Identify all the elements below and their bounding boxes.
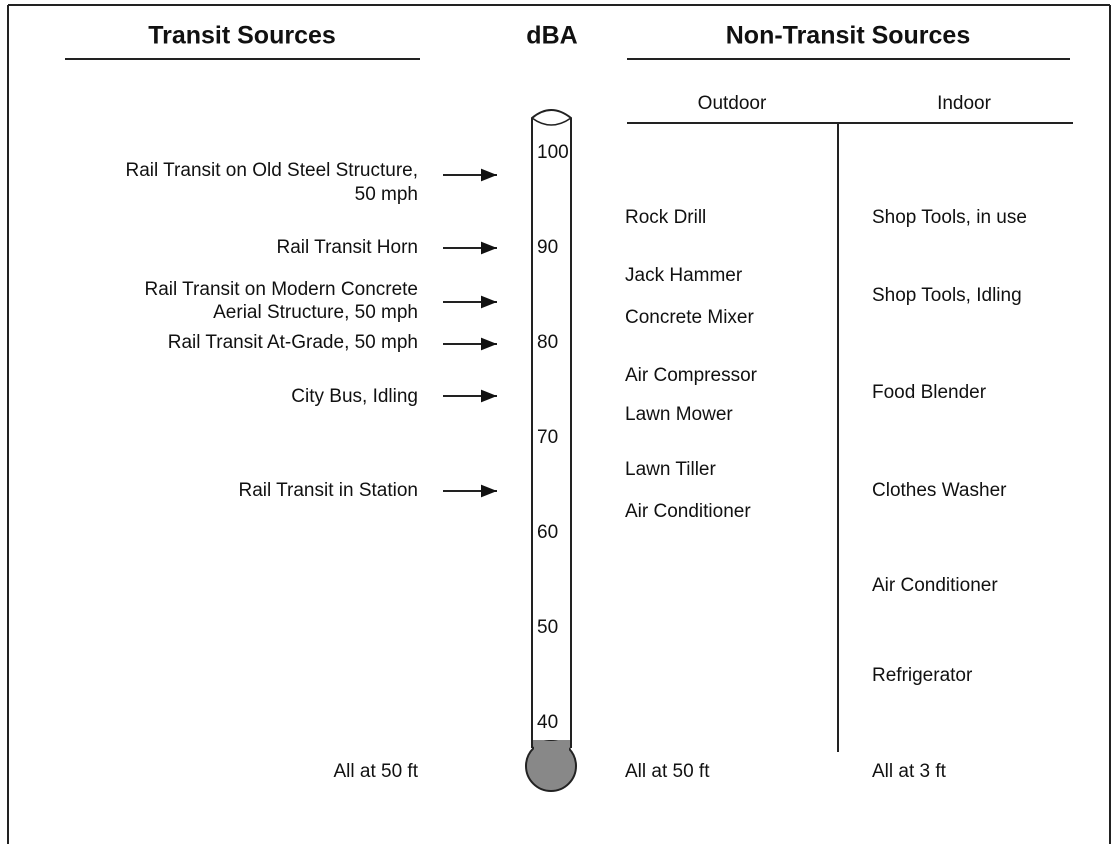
scale-label: 50 xyxy=(537,617,558,638)
indoor-source: Shop Tools, in use xyxy=(872,207,1027,228)
header-indoor: Indoor xyxy=(937,93,992,114)
indoor-source: Clothes Washer xyxy=(872,480,1007,501)
transit-source: 50 mph xyxy=(355,184,418,205)
scale-label: 70 xyxy=(537,427,558,448)
scale-label: 90 xyxy=(537,237,558,258)
header-outdoor: Outdoor xyxy=(698,93,767,114)
thermometer-top xyxy=(531,117,572,126)
header-non-transit: Non-Transit Sources xyxy=(726,22,971,50)
transit-source: Aerial Structure, 50 mph xyxy=(213,302,418,323)
outdoor-source: Lawn Tiller xyxy=(625,459,716,480)
indoor-source: Shop Tools, Idling xyxy=(872,285,1022,306)
indoor-source: Air Conditioner xyxy=(872,575,998,596)
transit-source: City Bus, Idling xyxy=(291,386,418,407)
scale-label: 40 xyxy=(537,712,558,733)
scale-label: 80 xyxy=(537,332,558,353)
transit-source: Rail Transit At-Grade, 50 mph xyxy=(168,332,418,353)
header-transit: Transit Sources xyxy=(148,22,336,50)
header-unit: dBA xyxy=(526,22,577,50)
footer-transit: All at 50 ft xyxy=(334,761,419,782)
transit-source: Rail Transit on Old Steel Structure, xyxy=(125,160,418,181)
footer-outdoor: All at 50 ft xyxy=(625,761,710,782)
transit-source: Rail Transit on Modern Concrete xyxy=(144,279,418,300)
indoor-source: Food Blender xyxy=(872,382,987,403)
indoor-source: Refrigerator xyxy=(872,665,973,686)
scale-label: 60 xyxy=(537,522,558,543)
outdoor-source: Concrete Mixer xyxy=(625,307,754,328)
outdoor-source: Lawn Mower xyxy=(625,404,733,425)
outdoor-source: Air Compressor xyxy=(625,365,758,386)
outdoor-source: Air Conditioner xyxy=(625,501,751,522)
transit-source: Rail Transit Horn xyxy=(277,237,419,258)
thermometer-fill xyxy=(534,741,569,763)
transit-source: Rail Transit in Station xyxy=(238,480,418,501)
footer-indoor: All at 3 ft xyxy=(872,761,947,782)
scale-label: 100 xyxy=(537,142,569,163)
outdoor-source: Rock Drill xyxy=(625,207,706,228)
outdoor-source: Jack Hammer xyxy=(625,265,743,286)
